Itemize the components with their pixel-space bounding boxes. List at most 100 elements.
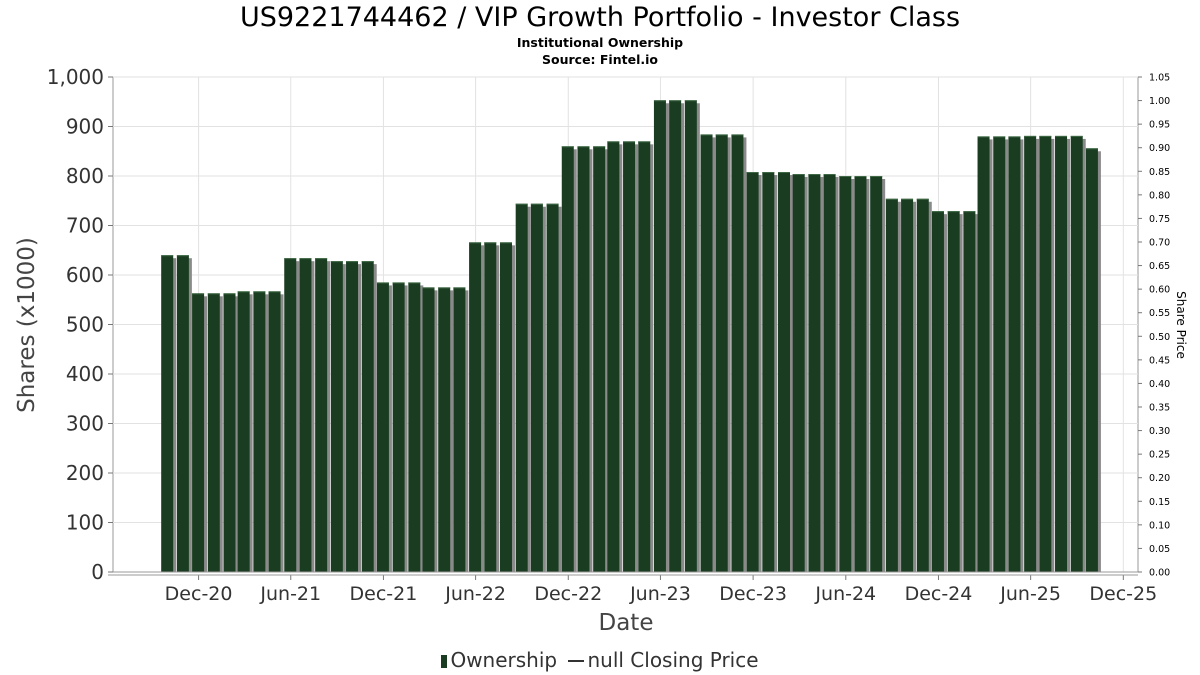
bar: [530, 203, 543, 572]
bar: [453, 287, 466, 572]
y-right-tick-label: 0.95: [1149, 120, 1170, 131]
bar: [700, 134, 713, 573]
legend-item-closing-price: null Closing Price: [563, 647, 759, 672]
x-tick-label: Jun-25: [999, 583, 1061, 605]
chart-source: Source: Fintel.io: [542, 52, 658, 67]
y-tick-label: 0: [91, 560, 104, 584]
y-right-tick-label: 0.90: [1149, 143, 1170, 154]
bar: [484, 242, 497, 572]
y-tick-label: 1,000: [47, 65, 104, 89]
y-right-tick-label: 0.65: [1149, 261, 1170, 272]
chart-canvas: 0 100 200 300 400 500 600 700 800 900 1,000 0.00 0.0…: [14, 65, 1188, 636]
legend-label: null Closing Price: [587, 647, 759, 672]
bar: [870, 176, 883, 572]
bar: [192, 293, 205, 572]
bar: [669, 100, 682, 572]
bar: [823, 174, 836, 572]
axes: 0 100 200 300 400 500 600 700 800 900 1,000 0.00 0.0…: [47, 65, 1170, 605]
y-right-tick-label: 0.50: [1149, 332, 1170, 343]
y-right-tick-label: 0.00: [1149, 568, 1170, 579]
bar: [330, 261, 343, 572]
bar: [284, 258, 297, 572]
bar: [885, 198, 898, 572]
bar: [1008, 136, 1021, 572]
x-tick-label: Dec-24: [905, 583, 973, 605]
bar: [469, 242, 482, 572]
closing-price-line-icon: [568, 660, 585, 662]
bar: [546, 203, 559, 572]
x-axis-title: Date: [599, 610, 654, 636]
bar: [253, 291, 266, 572]
y-right-tick-label: 1.00: [1149, 96, 1170, 107]
y-axis-right-title: Share Price: [1174, 291, 1188, 359]
y-right-tick-label: 0.80: [1149, 190, 1170, 201]
y-tick-label: 800: [66, 164, 104, 188]
x-tick-label: Dec-23: [719, 583, 787, 605]
bar: [607, 141, 620, 572]
chart-subtitle: Institutional Ownership: [516, 35, 684, 50]
bar: [715, 134, 728, 573]
bar: [346, 261, 359, 572]
y-tick-label: 500: [66, 313, 104, 337]
y-right-tick-label: 0.55: [1149, 308, 1170, 319]
x-tick-label: Jun-24: [814, 583, 876, 605]
y-right-tick-label: 0.15: [1149, 497, 1170, 508]
ownership-swatch-icon: [441, 654, 448, 668]
bar: [376, 282, 389, 572]
y-right-tick-label: 0.75: [1149, 214, 1170, 225]
y-tick-label: 300: [66, 412, 104, 436]
bar: [653, 100, 666, 572]
bar: [916, 198, 929, 572]
bar: [207, 293, 220, 572]
bar: [223, 293, 236, 572]
bar: [778, 172, 791, 573]
bar: [684, 100, 697, 572]
bar: [963, 211, 976, 572]
y-tick-label: 400: [66, 362, 104, 386]
bar: [901, 198, 914, 572]
y-tick-label: 700: [66, 214, 104, 238]
legend: Ownership null Closing Price: [0, 646, 1200, 672]
bar: [176, 255, 189, 572]
y-right-tick-label: 0.10: [1149, 520, 1170, 531]
chart-title: US9221744462 / VIP Growth Portfolio - In…: [239, 2, 961, 33]
y-right-tick-label: 0.35: [1149, 403, 1170, 414]
bar: [561, 146, 574, 573]
y-right-tick-label: 0.60: [1149, 285, 1170, 296]
y-right-tick-label: 0.45: [1149, 355, 1170, 366]
bar: [161, 255, 174, 572]
y-tick-label: 200: [66, 461, 104, 485]
x-tick-label: Dec-22: [534, 583, 602, 605]
bar: [268, 291, 281, 572]
y-right-tick-label: 0.30: [1149, 426, 1170, 437]
y-tick-label: 600: [66, 263, 104, 287]
bar: [392, 282, 405, 572]
bar: [993, 136, 1006, 572]
bar: [731, 134, 744, 573]
bar: [422, 287, 435, 572]
bar: [593, 146, 606, 573]
y-right-tick-label: 1.05: [1149, 73, 1170, 84]
x-tick-label: Jun-22: [444, 583, 506, 605]
y-right-tick-label: 0.20: [1149, 473, 1170, 484]
bar: [1070, 135, 1083, 572]
x-tick-label: Dec-20: [165, 583, 233, 605]
bars: [161, 100, 1101, 573]
bar: [854, 176, 867, 572]
bar: [237, 291, 250, 572]
bar: [623, 141, 636, 572]
bar: [515, 203, 528, 572]
bar: [315, 258, 328, 572]
bar: [1055, 135, 1068, 572]
bar: [1085, 148, 1098, 572]
bar: [361, 261, 374, 572]
x-tick-label: Dec-21: [350, 583, 418, 605]
x-tick-label: Dec-25: [1089, 583, 1157, 605]
bar: [577, 146, 590, 573]
bar: [762, 172, 775, 573]
y-right-tick-label: 0.40: [1149, 379, 1170, 390]
bar: [438, 287, 451, 572]
bar: [499, 242, 512, 572]
y-right-tick-label: 0.70: [1149, 238, 1170, 249]
bar: [977, 136, 990, 572]
